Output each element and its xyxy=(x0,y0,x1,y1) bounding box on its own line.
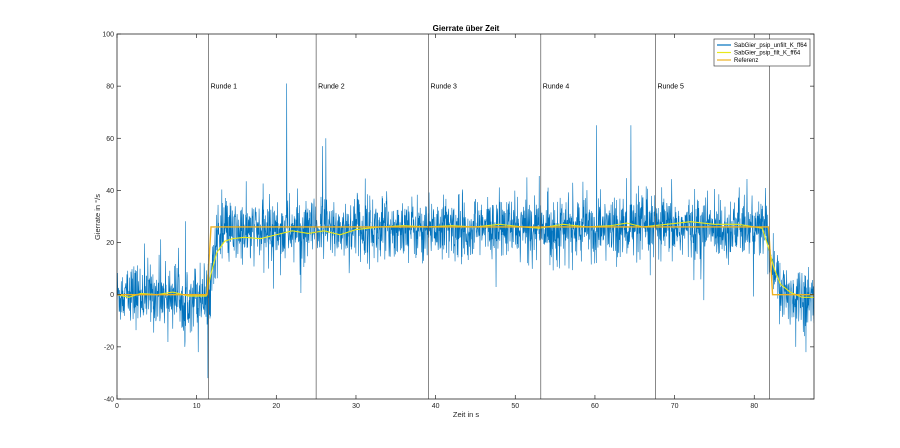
legend: SabGier_psip_unfilt_K_ff64 SabGier_psip_f… xyxy=(713,38,811,67)
x-tick-label: 70 xyxy=(671,403,679,410)
y-axis-label: Gierrate in °/s xyxy=(93,194,102,240)
round-label: Runde 1 xyxy=(211,84,238,91)
round-label: Runde 4 xyxy=(543,84,570,91)
y-tick-label: 20 xyxy=(106,240,114,247)
series-line-reference xyxy=(117,226,814,296)
series-line-unfiltered xyxy=(117,83,814,379)
y-tick-label: 0 xyxy=(110,292,114,299)
y-tick-label: 80 xyxy=(106,84,114,91)
y-tick-label: 40 xyxy=(106,188,114,195)
legend-entry: SabGier_psip_filt_K_ff64 xyxy=(734,51,801,57)
y-tick-label: -20 xyxy=(104,344,114,351)
x-tick-label: 80 xyxy=(750,403,758,410)
x-tick-label: 30 xyxy=(352,403,360,410)
x-tick-label: 10 xyxy=(193,403,201,410)
x-tick-label: 0 xyxy=(115,403,119,410)
plot-frame xyxy=(116,33,815,400)
round-label: Runde 2 xyxy=(318,84,345,91)
round-label: Runde 3 xyxy=(430,84,457,91)
x-tick-label: 20 xyxy=(272,403,280,410)
x-tick-label: 50 xyxy=(511,403,519,410)
y-tick-label: 60 xyxy=(106,136,114,143)
round-label: Runde 5 xyxy=(657,84,684,91)
y-tick-label: 100 xyxy=(102,32,114,39)
chart-title: Gierrate über Zeit xyxy=(433,24,500,33)
axes: 0 10 20 30 40 50 60 70 80 -40 -20 0 20 40 60 80 100 xyxy=(102,32,815,410)
x-axis-label: Zeit in s xyxy=(453,410,480,419)
x-tick-label: 60 xyxy=(591,403,599,410)
legend-entry: SabGier_psip_unfilt_K_ff64 xyxy=(734,43,808,49)
x-tick-label: 40 xyxy=(432,403,440,410)
y-tick-label: -40 xyxy=(104,397,114,404)
legend-entry: Referenz xyxy=(734,58,758,64)
